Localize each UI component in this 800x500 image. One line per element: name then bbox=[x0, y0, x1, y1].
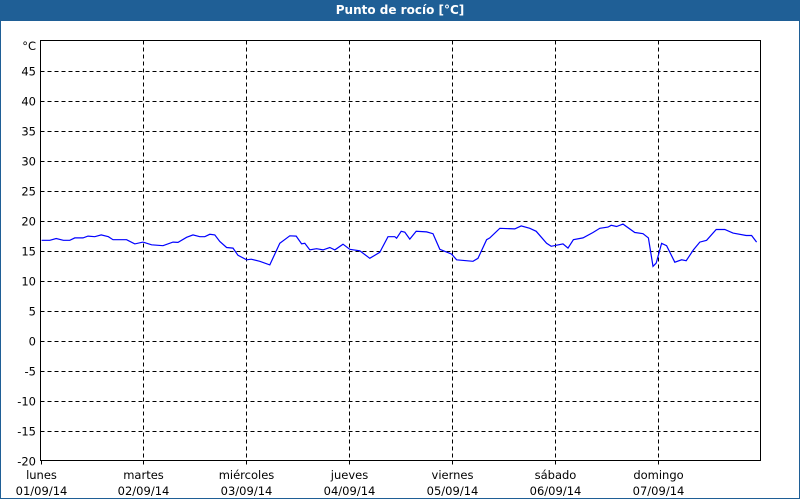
y-tick-label: 35 bbox=[21, 125, 36, 139]
y-tick-label: 5 bbox=[29, 305, 36, 319]
x-tick-day-label: sábado bbox=[535, 468, 577, 482]
plot-border bbox=[40, 40, 761, 461]
x-tick-day-label: jueves bbox=[330, 468, 368, 482]
x-tick-day-label: domingo bbox=[633, 468, 683, 482]
y-tick-label: 10 bbox=[21, 275, 36, 289]
x-tick-date-label: 06/09/14 bbox=[530, 484, 582, 498]
chart-title: Punto de rocío [°C] bbox=[0, 0, 800, 21]
y-tick-label: 0 bbox=[29, 335, 36, 349]
y-tick-label: 25 bbox=[21, 185, 36, 199]
y-tick-label: 30 bbox=[21, 155, 36, 169]
y-tick-label: -15 bbox=[17, 425, 36, 439]
y-tick-label: 40 bbox=[21, 95, 36, 109]
y-axis-unit-label: °C bbox=[22, 39, 36, 53]
x-tick-date-label: 02/09/14 bbox=[118, 484, 170, 498]
y-tick-label: -20 bbox=[17, 455, 36, 469]
y-axis: °C 45 40 35 30 25 20 15 10 5 0 -5 -10 -15 -20 bbox=[17, 39, 36, 469]
x-tick-date-label: 03/09/14 bbox=[221, 484, 273, 498]
x-tick-date-label: 04/09/14 bbox=[324, 484, 376, 498]
x-tick-date-label: 01/09/14 bbox=[16, 484, 68, 498]
x-tick-day-label: martes bbox=[123, 468, 164, 482]
grid bbox=[40, 40, 761, 461]
y-tick-label: 45 bbox=[21, 65, 36, 79]
y-tick-label: -10 bbox=[17, 395, 36, 409]
x-axis: lunes 01/09/14 martes 02/09/14 miércoles 03/0… bbox=[16, 460, 685, 498]
x-tick-day-label: miércoles bbox=[219, 468, 275, 482]
x-tick-day-label: lunes bbox=[26, 468, 57, 482]
series-line-group bbox=[41, 223, 758, 268]
y-tick-label: 15 bbox=[21, 245, 36, 259]
x-tick-date-label: 07/09/14 bbox=[633, 484, 685, 498]
x-tick-date-label: 05/09/14 bbox=[427, 484, 479, 498]
dew-point-series-line bbox=[41, 223, 758, 268]
y-tick-label: -5 bbox=[25, 365, 36, 379]
y-tick-label: 20 bbox=[21, 215, 36, 229]
x-tick-day-label: viernes bbox=[432, 468, 474, 482]
